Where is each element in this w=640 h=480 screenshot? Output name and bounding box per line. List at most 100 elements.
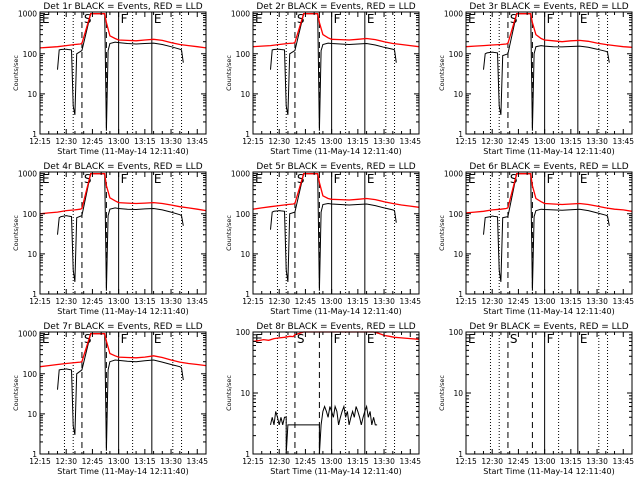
event-marker-E: E [255,12,263,26]
event-marker-E: E [154,12,162,26]
event-marker-S: S [297,172,305,186]
x-tick-label: 12:30 [268,457,290,466]
y-axis-label: Counts/sec [12,375,20,411]
x-tick-label: 13:00 [534,297,556,306]
y-tick-label: 10 [453,250,463,259]
event-marker-F: F [121,172,128,186]
y-axis-label: Counts/sec [225,55,233,91]
x-axis-label: Start Time (11-May-14 12:11:40) [270,467,401,476]
x-tick-label: 13:45 [612,457,634,466]
event-marker-E: E [367,12,375,26]
x-tick-label: 13:30 [160,297,182,306]
y-axis-label: Counts/sec [12,55,20,91]
x-axis-label: Start Time (11-May-14 12:11:40) [270,307,401,316]
x-tick-label: 13:15 [134,297,156,306]
x-axis-label: Start Time (11-May-14 12:11:40) [57,467,188,476]
x-tick-label: 13:00 [534,137,556,146]
x-tick-label: 12:30 [55,297,77,306]
x-tick-label: 13:00 [321,297,343,306]
x-tick-label: 13:00 [108,457,130,466]
plot-frame [465,11,633,135]
x-tick-label: 12:15 [455,297,477,306]
x-tick-label: 13:45 [612,137,634,146]
x-tick-label: 12:15 [242,457,264,466]
y-tick-label: 1 [32,290,37,299]
x-tick-label: 13:15 [134,137,156,146]
x-tick-label: 13:30 [586,297,608,306]
y-tick-label: 10 [453,389,463,398]
x-tick-label: 12:30 [55,137,77,146]
x-tick-label: 12:15 [242,297,264,306]
y-axis-label: Counts/sec [438,375,446,411]
y-tick-label: 1 [245,450,250,459]
plot-frame [252,11,420,135]
x-tick-label: 12:15 [29,457,51,466]
panel-title: Det 2r BLACK = Events, RED = LLD [256,2,415,12]
series-lld [39,333,207,368]
panel-title: Det 7r BLACK = Events, RED = LLD [43,322,202,332]
x-tick-label: 13:45 [186,457,208,466]
event-marker-E: E [468,172,476,186]
x-tick-label: 13:00 [108,137,130,146]
x-tick-label: 13:45 [186,137,208,146]
x-tick-label: 12:45 [295,457,317,466]
x-tick-label: 12:45 [295,297,317,306]
series-events [483,13,610,131]
x-tick-label: 12:15 [29,297,51,306]
event-marker-E: E [255,332,263,346]
x-tick-label: 13:15 [347,457,369,466]
y-tick-label: 1 [458,290,463,299]
panel-title: Det 3r BLACK = Events, RED = LLD [469,2,628,12]
y-tick-label: 10 [27,250,37,259]
y-tick-label: 1 [32,130,37,139]
series-lld [465,173,633,214]
event-marker-E: E [367,332,375,346]
x-tick-label: 13:00 [534,457,556,466]
event-marker-F: F [547,172,554,186]
y-tick-label: 10 [27,410,37,419]
y-axis-label: Counts/sec [225,215,233,251]
event-marker-E: E [468,12,476,26]
series-lld [39,13,207,49]
y-tick-label: 1 [458,450,463,459]
x-tick-label: 13:00 [108,297,130,306]
x-tick-label: 12:45 [508,297,530,306]
x-tick-label: 13:45 [186,297,208,306]
x-axis-label: Start Time (11-May-14 12:11:40) [483,307,614,316]
y-tick-label: 1000 [231,10,250,19]
x-tick-label: 13:15 [560,297,582,306]
x-axis-label: Start Time (11-May-14 12:11:40) [57,147,188,156]
x-tick-label: 13:15 [560,457,582,466]
series-events [57,173,184,291]
x-tick-label: 13:30 [373,137,395,146]
series-events [270,173,397,291]
series-lld [252,173,420,210]
event-marker-F: F [547,12,554,26]
y-tick-label: 10 [453,90,463,99]
x-tick-label: 13:30 [160,137,182,146]
y-tick-label: 10 [240,90,250,99]
y-tick-label: 1000 [231,170,250,179]
x-tick-label: 12:30 [481,457,503,466]
y-tick-label: 100 [236,50,251,59]
y-tick-label: 1 [245,290,250,299]
x-tick-label: 13:30 [160,457,182,466]
series-events [57,333,184,451]
event-marker-F: F [121,332,128,346]
y-tick-label: 100 [449,328,464,337]
x-tick-label: 12:30 [268,137,290,146]
x-tick-label: 13:30 [586,457,608,466]
y-axis-label: Counts/sec [12,215,20,251]
x-tick-label: 12:15 [455,457,477,466]
y-tick-label: 1000 [444,10,463,19]
y-tick-label: 1000 [18,10,37,19]
series-events [270,404,378,455]
event-marker-S: S [510,332,518,346]
x-axis-label: Start Time (11-May-14 12:11:40) [483,467,614,476]
y-tick-label: 100 [236,210,251,219]
y-tick-label: 100 [23,50,38,59]
